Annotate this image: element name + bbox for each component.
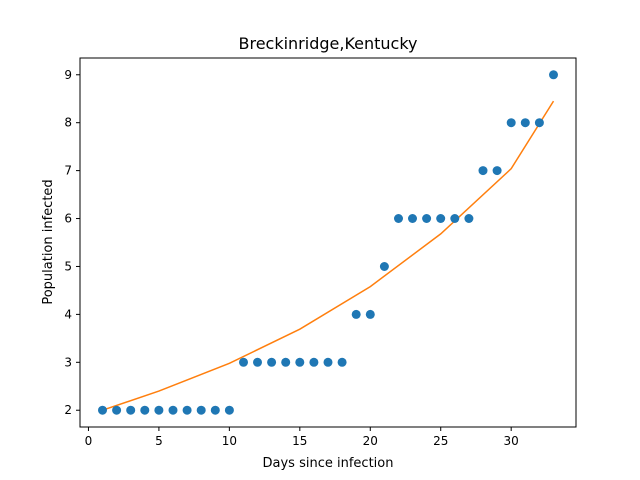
data-point xyxy=(196,405,206,415)
plot-frame xyxy=(79,57,577,428)
data-point xyxy=(253,357,262,367)
data-point xyxy=(365,309,375,319)
data-point xyxy=(126,405,136,415)
data-point xyxy=(450,214,460,223)
data-point xyxy=(98,405,107,415)
y-axis: 2 3 4 5 6 7 8 9 xyxy=(64,68,80,417)
data-point xyxy=(394,214,403,223)
x-tick-label: 10 xyxy=(222,434,237,448)
data-point xyxy=(549,70,558,80)
data-point xyxy=(351,309,361,319)
y-axis-label: Population infected xyxy=(41,179,56,304)
data-point xyxy=(379,262,389,271)
x-tick-label: 5 xyxy=(155,434,163,448)
y-tick-label: 4 xyxy=(64,307,72,321)
x-tick-label: 15 xyxy=(292,434,307,448)
y-tick-label: 5 xyxy=(64,259,72,273)
x-tick-label: 30 xyxy=(504,434,519,448)
data-point xyxy=(281,357,291,367)
data-point xyxy=(492,166,502,176)
plot-area xyxy=(98,70,558,415)
data-point xyxy=(337,357,347,367)
data-point xyxy=(239,357,248,367)
data-point xyxy=(520,118,530,128)
x-tick-label: 20 xyxy=(363,434,378,448)
data-point xyxy=(267,357,277,367)
y-tick-label: 6 xyxy=(64,212,72,226)
data-point xyxy=(210,405,220,415)
data-point xyxy=(323,357,333,367)
data-point xyxy=(408,214,417,223)
data-point xyxy=(309,357,319,367)
x-tick-label: 25 xyxy=(433,434,448,448)
y-tick-label: 8 xyxy=(64,116,72,130)
x-axis: 0 5 10 15 20 25 30 xyxy=(85,427,519,448)
y-tick-label: 7 xyxy=(64,164,72,178)
data-point xyxy=(154,405,164,415)
data-point xyxy=(422,214,432,223)
data-point xyxy=(295,357,305,367)
trend-line xyxy=(102,100,555,411)
data-point xyxy=(224,405,234,415)
y-tick-label: 9 xyxy=(64,68,72,82)
chart-title: Breckinridge,Kentucky xyxy=(238,34,417,53)
x-tick-label: 0 xyxy=(85,434,93,448)
data-point xyxy=(140,405,150,415)
data-point xyxy=(506,118,516,128)
data-point xyxy=(464,214,474,223)
x-axis-label: Days since infection xyxy=(263,456,394,471)
y-tick-label: 3 xyxy=(64,355,72,369)
data-point xyxy=(112,405,122,415)
data-point xyxy=(168,405,178,415)
data-point xyxy=(182,405,192,415)
data-point xyxy=(436,214,446,223)
data-point xyxy=(534,118,544,128)
data-point xyxy=(478,166,488,176)
y-tick-label: 2 xyxy=(64,403,72,417)
